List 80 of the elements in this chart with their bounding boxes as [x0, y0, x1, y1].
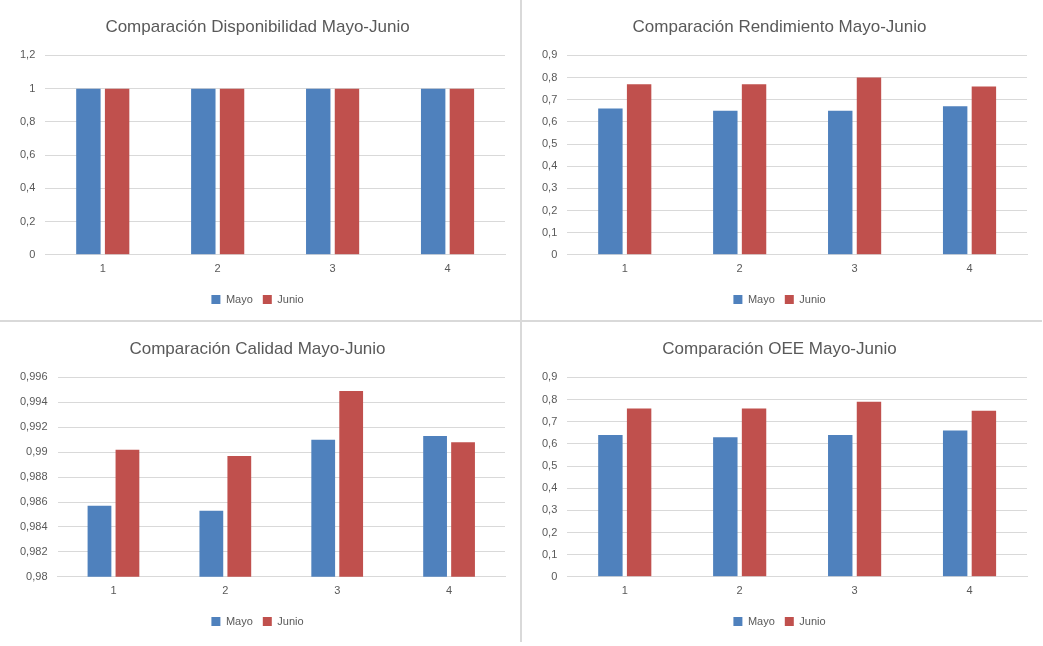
- bar: [856, 401, 882, 577]
- y-tick-label: 0,5: [541, 459, 558, 472]
- bar: [942, 430, 968, 577]
- chart-title: Comparación OEE Mayo-Junio: [662, 338, 897, 358]
- bar: [856, 77, 882, 255]
- y-tick-label: 0,7: [541, 414, 558, 427]
- legend-label: Junio: [799, 292, 826, 305]
- y-tick-label: 0,988: [20, 470, 48, 483]
- y-tick-label: 0,3: [541, 181, 558, 194]
- y-tick-label: 0: [551, 247, 558, 260]
- y-tick-label: 0,98: [26, 569, 48, 582]
- y-tick-label: 0,4: [541, 159, 558, 172]
- y-tick-label: 1: [29, 81, 36, 94]
- y-tick-label: 0,8: [541, 70, 558, 83]
- bar: [598, 108, 623, 255]
- x-tick-label: 2: [736, 584, 743, 597]
- bar: [741, 408, 767, 577]
- legend-label: Mayo: [225, 292, 253, 305]
- y-tick-label: 1,2: [19, 48, 36, 61]
- y-tick-label: 0,1: [541, 225, 558, 238]
- y-tick-label: 0,992: [20, 420, 48, 433]
- x-tick-label: 3: [851, 584, 858, 597]
- x-tick-label: 1: [110, 584, 117, 597]
- y-tick-label: 0,8: [19, 114, 36, 127]
- y-tick-label: 0,986: [20, 495, 48, 508]
- legend-label: Junio: [277, 614, 304, 627]
- x-tick-label: 4: [446, 584, 453, 597]
- y-tick-label: 0,1: [541, 547, 558, 560]
- y-tick-label: 0,9: [541, 48, 558, 61]
- bar: [828, 110, 853, 255]
- y-tick-label: 0,8: [541, 392, 558, 405]
- legend-label: Junio: [277, 292, 304, 305]
- bar: [598, 435, 623, 577]
- y-tick-label: 0,3: [541, 503, 558, 516]
- y-tick-label: 0,4: [541, 481, 558, 494]
- x-tick-label: 3: [329, 262, 336, 275]
- bar: [626, 408, 652, 577]
- legend-label: Mayo: [747, 292, 775, 305]
- bar: [942, 106, 968, 255]
- bar: [971, 410, 997, 577]
- y-tick-label: 0,6: [541, 436, 558, 449]
- x-tick-label: 4: [444, 262, 451, 275]
- x-tick-label: 2: [214, 262, 221, 275]
- y-tick-label: 0,984: [20, 519, 48, 532]
- bar: [626, 84, 652, 255]
- bar: [741, 84, 767, 255]
- y-tick-label: 0,99: [26, 445, 48, 458]
- x-tick-label: 1: [621, 262, 628, 275]
- y-tick-label: 0: [551, 569, 558, 582]
- x-tick-label: 4: [966, 262, 973, 275]
- y-tick-label: 0,5: [541, 137, 558, 150]
- legend-label: Mayo: [747, 614, 775, 627]
- y-tick-label: 0: [29, 247, 36, 260]
- y-tick-label: 0,9: [541, 370, 558, 383]
- x-tick-label: 1: [99, 262, 106, 275]
- bar: [713, 110, 738, 255]
- y-tick-label: 0,996: [20, 370, 48, 383]
- x-tick-label: 2: [222, 584, 229, 597]
- x-tick-label: 3: [851, 262, 858, 275]
- chart-title: Comparación Rendimiento Mayo-Junio: [632, 16, 927, 36]
- chart-title: Comparación Calidad Mayo-Junio: [129, 338, 386, 358]
- x-tick-label: 3: [334, 584, 341, 597]
- y-tick-label: 0,4: [19, 181, 36, 194]
- y-tick-label: 0,994: [20, 395, 48, 408]
- legend-label: Mayo: [225, 614, 253, 627]
- y-tick-label: 0,2: [19, 214, 36, 227]
- y-tick-label: 0,2: [541, 525, 558, 538]
- x-tick-label: 4: [966, 584, 973, 597]
- bar: [713, 437, 738, 577]
- bar: [828, 435, 853, 577]
- chart-title: Comparación Disponibilidad Mayo-Junio: [105, 16, 410, 36]
- x-tick-label: 2: [736, 262, 743, 275]
- x-tick-label: 1: [621, 584, 628, 597]
- y-tick-label: 0,7: [541, 92, 558, 105]
- y-tick-label: 0,6: [19, 148, 36, 161]
- bar: [971, 86, 997, 255]
- legend-label: Junio: [799, 614, 826, 627]
- y-tick-label: 0,6: [541, 114, 558, 127]
- y-tick-label: 0,982: [20, 544, 48, 557]
- y-tick-label: 0,2: [541, 203, 558, 216]
